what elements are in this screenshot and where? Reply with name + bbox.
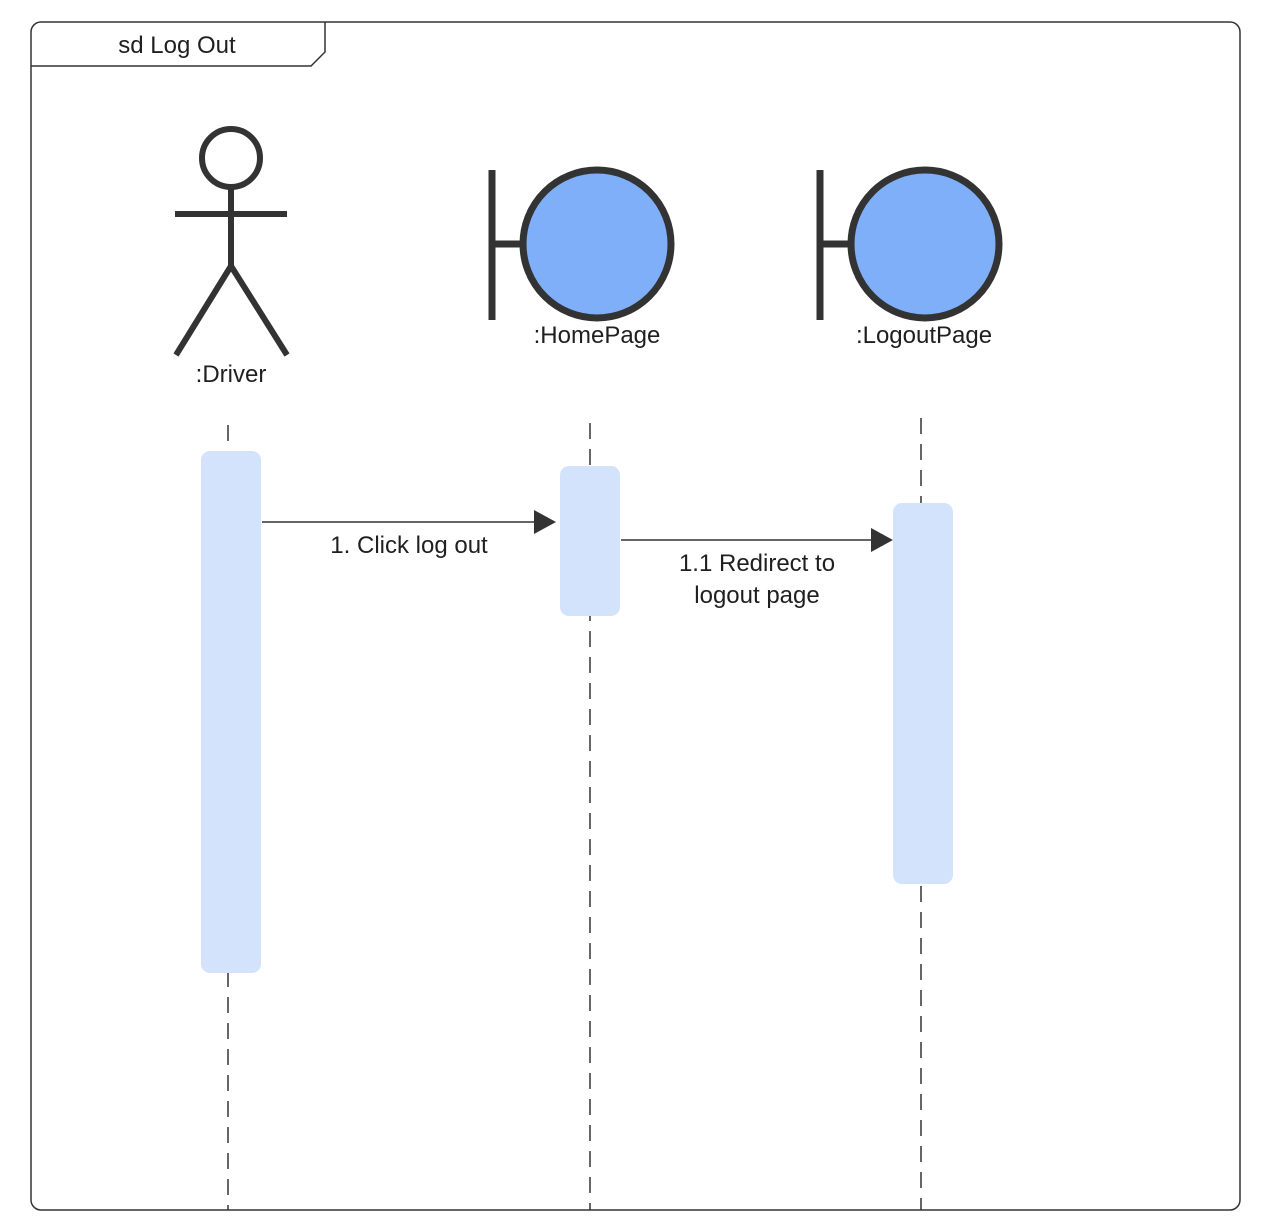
boundary-logoutpage-icon [816, 166, 1003, 322]
message-1-arrowhead-icon [534, 510, 556, 534]
activation-homepage [560, 466, 620, 616]
participant-label-homepage: :HomePage [534, 322, 661, 349]
message-1-label: 1. Click log out [330, 532, 488, 559]
activation-logoutpage [893, 503, 953, 884]
actor-driver-icon [173, 126, 290, 357]
activation-driver [201, 451, 261, 973]
message-2-arrowhead-icon [871, 528, 893, 552]
message-2-label-line-2: logout page [694, 582, 819, 609]
participant-label-logoutpage: :LogoutPage [856, 322, 992, 349]
diagram-frame [30, 21, 1241, 1211]
boundary-homepage-icon [488, 166, 675, 322]
participant-label-driver: :Driver [196, 361, 267, 388]
frame-title: sd Log Out [118, 32, 236, 59]
message-2-label-line-1: 1.1 Redirect to [679, 550, 835, 577]
frame-title-tab [31, 22, 326, 67]
